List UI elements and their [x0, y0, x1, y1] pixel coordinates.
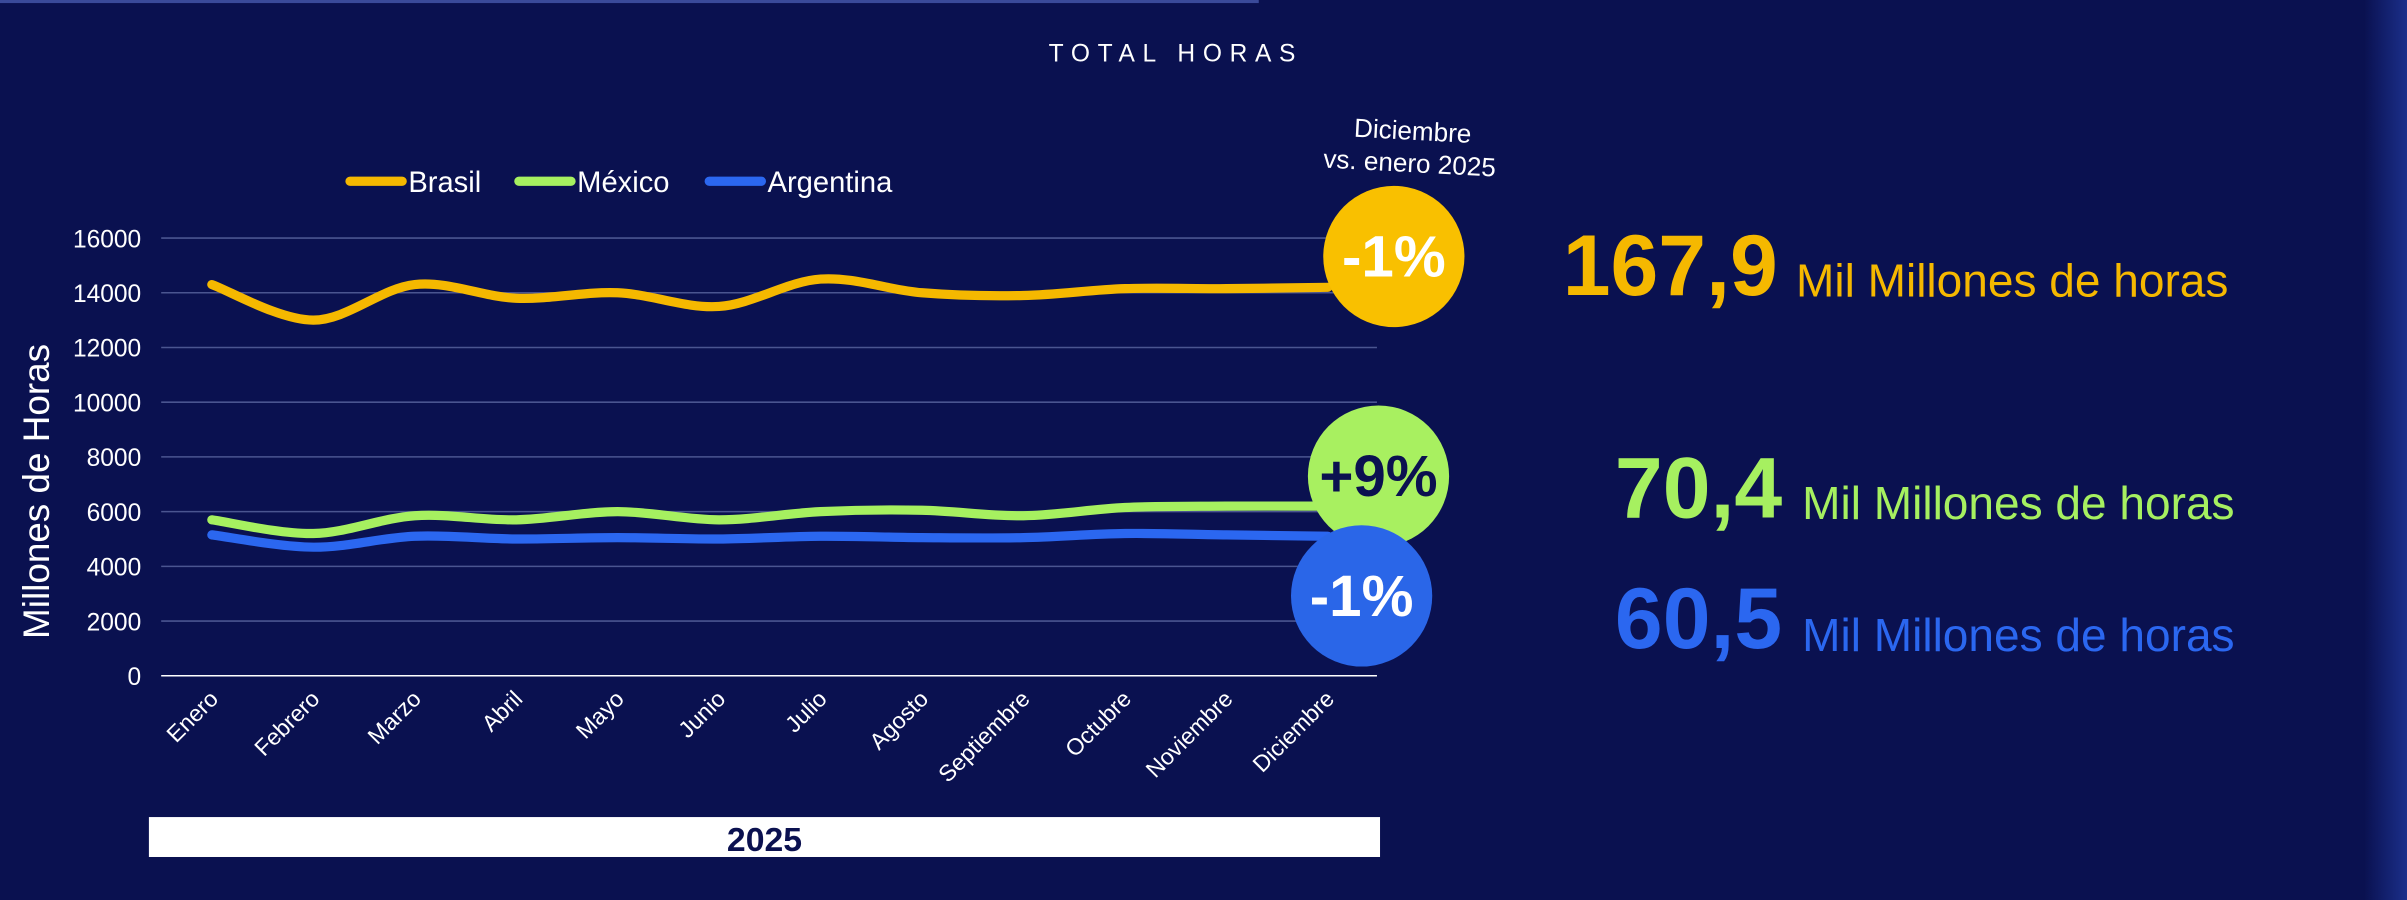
badge — [1290, 525, 1433, 667]
y-tick-label: 6000 — [87, 500, 142, 527]
badge-label: -1% — [1342, 224, 1446, 289]
x-axis-label: 2025 — [727, 821, 802, 859]
legend-label: México — [577, 167, 669, 199]
total-value: 60,5 — [1615, 571, 1782, 667]
line-series — [207, 274, 1333, 325]
line-series — [207, 528, 1333, 552]
y-tick-label: 16000 — [73, 226, 141, 253]
total-value: 70,4 — [1615, 441, 1782, 537]
y-tick-label: 10000 — [73, 390, 141, 417]
y-tick-label: 8000 — [87, 445, 142, 472]
line-series — [207, 501, 1333, 539]
badge-label: -1% — [1310, 564, 1414, 629]
legend-label: Brasil — [408, 167, 481, 199]
legend-label: Argentina — [768, 167, 894, 199]
y-tick-label: 0 — [128, 664, 142, 691]
x-axis-band — [148, 817, 1381, 857]
chart-title: TOTAL HORAS — [1049, 40, 1303, 67]
total-unit: Mil Millones de horas — [1802, 609, 2234, 661]
badge — [1323, 185, 1465, 328]
edge-strip — [2364, 0, 2407, 900]
badge — [1307, 405, 1450, 547]
y-tick-label: 2000 — [87, 609, 142, 636]
annotation: Diciembre — [1353, 113, 1472, 149]
y-axis-label: Millones de Horas — [16, 344, 57, 639]
top-rule — [0, 0, 1259, 4]
y-tick-label: 14000 — [73, 281, 141, 308]
total-unit: Mil Millones de horas — [1802, 477, 2234, 529]
y-tick-label: 4000 — [87, 555, 142, 582]
total-value: 167,9 — [1563, 218, 1778, 314]
y-tick-label: 12000 — [73, 336, 141, 363]
total-unit: Mil Millones de horas — [1796, 254, 2228, 306]
badge-label: +9% — [1319, 444, 1437, 509]
